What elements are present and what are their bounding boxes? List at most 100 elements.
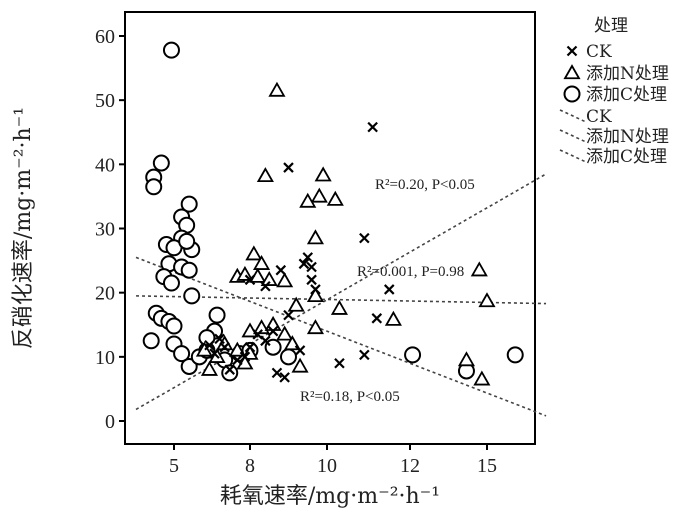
legend-marker-circle bbox=[563, 85, 581, 103]
ck-point bbox=[367, 121, 378, 133]
ck-point bbox=[239, 351, 251, 363]
ck-point bbox=[383, 284, 395, 295]
n-treatment-point bbox=[310, 187, 328, 203]
legend-marker-triangle bbox=[563, 64, 581, 80]
c-treatment-point bbox=[173, 345, 191, 363]
n-treatment-point bbox=[306, 229, 325, 245]
ck-point bbox=[275, 264, 287, 276]
y-tick-label: 60 bbox=[95, 26, 115, 48]
n-treatment-point bbox=[260, 271, 278, 286]
ck-point bbox=[359, 349, 370, 361]
legend-label: 添加N处理 bbox=[586, 64, 669, 84]
data-points bbox=[142, 41, 524, 386]
n-treatment-point bbox=[245, 245, 263, 261]
c-treatment-point bbox=[180, 261, 198, 279]
legend-line bbox=[559, 109, 587, 123]
x-tick-label: 5 bbox=[169, 455, 179, 477]
ck-point bbox=[224, 364, 236, 375]
ck-point bbox=[209, 348, 220, 359]
legend-label: CK bbox=[586, 107, 612, 127]
y-tick-label: 40 bbox=[95, 154, 115, 176]
ck-point bbox=[244, 274, 256, 286]
ck-point bbox=[279, 372, 290, 383]
legend-label: 添加N处理 bbox=[586, 127, 669, 147]
legend-label: CK bbox=[586, 42, 612, 62]
x-axis: 5 8 10 12 15 bbox=[169, 444, 497, 477]
ck-point bbox=[283, 162, 294, 173]
legend-marker-x bbox=[566, 45, 578, 57]
c-treatment-point bbox=[162, 274, 180, 292]
fit-line-c bbox=[135, 256, 547, 417]
c-treatment-point bbox=[145, 178, 163, 196]
c-treatment-point bbox=[506, 346, 524, 364]
ck-point bbox=[310, 284, 321, 295]
ck-point bbox=[359, 232, 370, 244]
y-tick-label: 20 bbox=[95, 283, 115, 305]
y-axis-title: 反硝化速率/mg·m⁻²·h⁻¹ bbox=[11, 107, 36, 349]
legend-line bbox=[559, 129, 587, 143]
legend-line bbox=[559, 149, 587, 163]
n-treatment-point bbox=[478, 292, 496, 308]
y-axis: 0 10 20 30 40 50 60 bbox=[95, 26, 125, 433]
n-treatment-point bbox=[256, 167, 274, 183]
x-tick-label: 12 bbox=[400, 455, 420, 477]
ck-point bbox=[267, 325, 279, 337]
n-treatment-point bbox=[195, 341, 213, 357]
c-treatment-point bbox=[162, 41, 180, 59]
ck-point bbox=[302, 252, 314, 263]
c-treatment-point bbox=[142, 332, 160, 350]
fit-line-n bbox=[135, 295, 547, 305]
n-treatment-point bbox=[236, 354, 254, 370]
n-treatment-point bbox=[314, 166, 332, 182]
c-treatment-point bbox=[404, 346, 422, 364]
c-treatment-point bbox=[198, 329, 216, 347]
n-treatment-point bbox=[268, 81, 286, 97]
ck-point bbox=[306, 274, 317, 286]
y-tick-label: 50 bbox=[95, 90, 115, 112]
ck-point bbox=[371, 313, 383, 324]
n-treatment-point bbox=[299, 192, 317, 208]
n-treatment-point bbox=[306, 287, 325, 303]
n-treatment-point bbox=[287, 296, 305, 312]
n-treatment-point bbox=[384, 310, 402, 326]
ck-point bbox=[298, 258, 310, 270]
x-tick-label: 8 bbox=[245, 455, 255, 477]
c-treatment-point bbox=[180, 357, 198, 375]
ck-point bbox=[219, 341, 230, 353]
ck-point bbox=[334, 357, 345, 369]
legend-title: 处理 bbox=[594, 16, 628, 36]
legend-label: 添加C处理 bbox=[586, 85, 667, 105]
ck-point bbox=[214, 333, 225, 345]
y-tick-label: 10 bbox=[95, 347, 115, 369]
ck-point bbox=[252, 329, 263, 340]
c-treatment-point bbox=[165, 317, 183, 335]
n-treatment-point bbox=[291, 357, 309, 373]
n-treatment-point bbox=[470, 261, 488, 277]
legend-label: 添加C处理 bbox=[586, 147, 667, 167]
ck-point bbox=[283, 309, 294, 321]
c-treatment-point bbox=[183, 287, 201, 305]
ck-point bbox=[232, 354, 243, 366]
c-treatment-point bbox=[221, 364, 239, 382]
n-treatment-point bbox=[473, 370, 491, 386]
c-treatment-point bbox=[178, 232, 196, 250]
r2-annotation: R²=0.20, P<0.05 bbox=[375, 177, 475, 193]
y-tick-label: 0 bbox=[105, 411, 115, 433]
n-treatment-point bbox=[252, 254, 271, 270]
ck-point bbox=[306, 261, 317, 273]
r2-annotation: R²=0.001, P=0.98 bbox=[357, 264, 464, 280]
n-treatment-point bbox=[200, 360, 219, 376]
n-treatment-point bbox=[276, 272, 294, 288]
x-tick-label: 15 bbox=[477, 455, 497, 477]
ck-point bbox=[271, 367, 283, 379]
ck-point bbox=[260, 280, 271, 292]
n-treatment-point bbox=[326, 190, 344, 206]
n-treatment-point bbox=[306, 319, 325, 335]
regression-annotations: R²=0.20, P<0.05 R²=0.001, P=0.98 R²=0.18, … bbox=[300, 177, 475, 405]
c-treatment-point bbox=[180, 195, 198, 213]
n-treatment-point bbox=[330, 299, 349, 315]
c-treatment-point bbox=[280, 348, 297, 366]
ck-point bbox=[294, 345, 306, 356]
